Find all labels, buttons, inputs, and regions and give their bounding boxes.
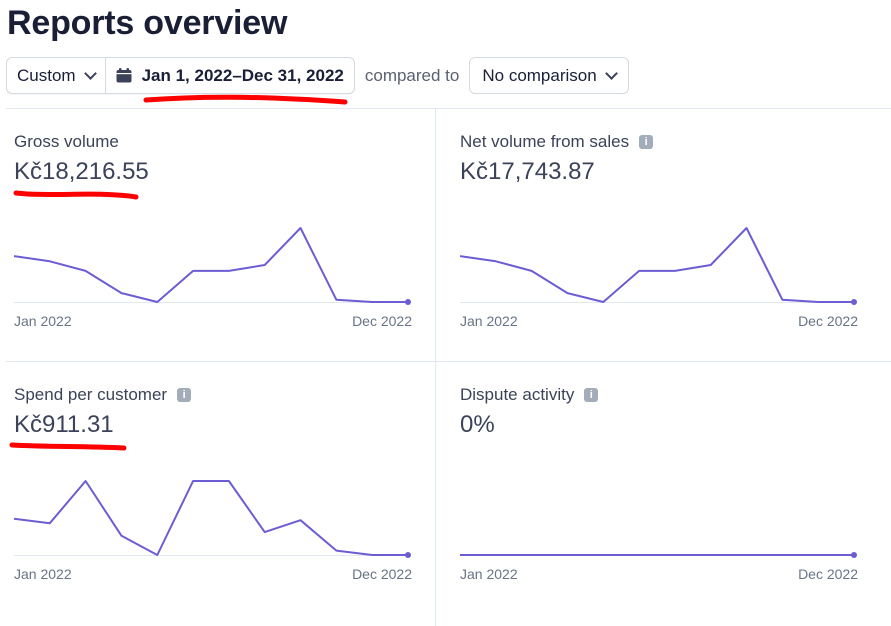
sparkline-endpoint	[851, 299, 857, 305]
sparkline-chart	[460, 227, 857, 305]
date-range-picker: Custom Jan 1, 2022–Dec 31, 2022	[6, 57, 355, 94]
metric-title: Dispute activity i	[460, 385, 599, 405]
grid-divider-vertical	[435, 108, 436, 626]
range-preset-dropdown[interactable]: Custom	[7, 58, 105, 93]
sparkline-endpoint	[851, 552, 857, 558]
metric-title: Net volume from sales i	[460, 132, 654, 152]
annotation-underline-date	[143, 94, 348, 105]
metric-card-gross-volume[interactable]: Gross volume Kč18,216.55 Jan 2022 Dec 2022	[6, 108, 436, 358]
x-axis-start-label: Jan 2022	[14, 566, 72, 582]
info-icon[interactable]: i	[584, 388, 599, 402]
x-axis-end-label: Dec 2022	[352, 566, 412, 582]
metric-title-text: Net volume from sales	[460, 132, 630, 151]
page-title: Reports overview	[7, 4, 288, 42]
x-axis-start-label: Jan 2022	[460, 566, 518, 582]
grid-divider-middle	[6, 361, 891, 362]
info-icon[interactable]: i	[639, 135, 654, 149]
info-icon[interactable]: i	[177, 388, 192, 402]
sparkline-chart	[14, 480, 411, 558]
grid-divider-top	[6, 108, 891, 109]
chevron-down-icon	[604, 66, 618, 80]
metric-title: Spend per customer i	[14, 385, 192, 405]
x-axis-end-label: Dec 2022	[352, 313, 412, 329]
date-range-button[interactable]: Jan 1, 2022–Dec 31, 2022	[104, 58, 354, 93]
x-axis-end-label: Dec 2022	[798, 313, 858, 329]
date-range-label: Jan 1, 2022–Dec 31, 2022	[141, 65, 344, 85]
metric-value: Kč17,743.87	[460, 158, 595, 185]
metric-title-text: Spend per customer	[14, 385, 168, 404]
sparkline-series	[460, 227, 854, 303]
metric-title-text: Dispute activity	[460, 385, 575, 404]
metric-card-spend-per-customer[interactable]: Spend per customer i Kč911.31 Jan 2022 Dec 2…	[6, 361, 436, 611]
metric-card-dispute-activity[interactable]: Dispute activity i 0% Jan 2022 Dec 2022	[452, 361, 882, 611]
annotation-underline-gross	[13, 190, 139, 200]
sparkline-endpoint	[405, 299, 411, 305]
calendar-icon	[116, 68, 132, 83]
compared-to-label: compared to	[364, 65, 460, 85]
metric-card-net-volume[interactable]: Net volume from sales i Kč17,743.87 Jan 202…	[452, 108, 882, 358]
sparkline-series	[14, 480, 408, 556]
report-toolbar: Custom Jan 1, 2022–Dec 31, 2022 compared…	[6, 57, 629, 94]
metric-title-text: Gross volume	[14, 132, 119, 151]
x-axis-end-label: Dec 2022	[798, 566, 858, 582]
x-axis-start-label: Jan 2022	[14, 313, 72, 329]
chevron-down-icon	[83, 66, 97, 80]
x-axis-start-label: Jan 2022	[460, 313, 518, 329]
metric-value: Kč18,216.55	[14, 158, 149, 185]
range-preset-label: Custom	[17, 65, 76, 85]
metric-value: 0%	[460, 411, 495, 438]
annotation-underline-spend	[9, 442, 127, 451]
sparkline-chart	[460, 552, 857, 558]
comparison-label: No comparison	[482, 65, 597, 85]
sparkline-endpoint	[405, 552, 411, 558]
sparkline-chart	[14, 227, 411, 305]
comparison-dropdown[interactable]: No comparison	[469, 57, 629, 94]
metric-title: Gross volume	[14, 132, 119, 152]
metric-value: Kč911.31	[14, 411, 114, 438]
sparkline-series	[14, 227, 408, 303]
